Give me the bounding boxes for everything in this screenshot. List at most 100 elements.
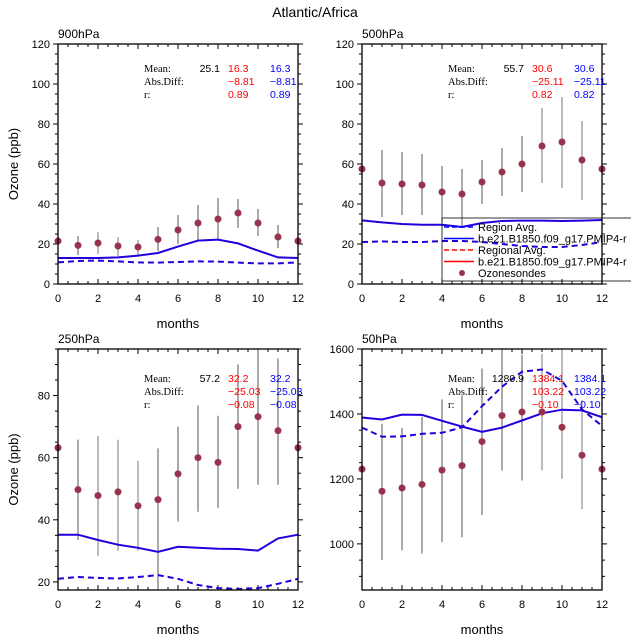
ozonesonde-point <box>478 438 486 446</box>
x-tick-label: 8 <box>215 293 221 305</box>
panel-title: 250hPa <box>58 332 100 346</box>
legend-label: b.e21.B1850.f09_g17.PMIP4-r <box>478 234 627 246</box>
ozonesonde-point <box>214 458 222 466</box>
stats-label: r: <box>144 90 150 101</box>
y-tick-label: 1600 <box>330 344 354 356</box>
ozonesonde-point <box>154 235 162 243</box>
stats-blue-value: 1384.1 <box>574 373 606 385</box>
y-axis-label: Ozone (ppb) <box>6 433 21 505</box>
y-tick-label: 120 <box>336 39 354 51</box>
ozonesonde-point <box>558 138 566 146</box>
y-tick-label: 60 <box>38 453 50 465</box>
x-tick-label: 6 <box>479 599 485 611</box>
ozonesonde-point <box>274 233 282 241</box>
ozonesonde-point <box>74 486 82 494</box>
stats-label: Mean: <box>144 64 171 75</box>
x-tick-label: 0 <box>55 599 61 611</box>
x-tick-label: 8 <box>215 599 221 611</box>
stats-red-value: −0.10 <box>532 399 559 411</box>
stats-label: Mean: <box>448 374 475 385</box>
legend-label: Region Avg. <box>478 222 537 234</box>
y-tick-label: 80 <box>342 119 354 131</box>
ozonesonde-point <box>578 156 586 164</box>
x-axis-label: months <box>157 622 200 637</box>
ozonesonde-point <box>274 427 282 435</box>
stats-red-value: 30.6 <box>532 63 553 75</box>
stats-blue-value: −0.10 <box>574 399 601 411</box>
x-tick-label: 8 <box>519 293 525 305</box>
x-tick-label: 4 <box>135 293 141 305</box>
ozonesonde-point <box>234 423 242 431</box>
stats-label: Abs.Diff: <box>144 77 184 88</box>
ozonesonde-point <box>134 243 142 251</box>
x-tick-label: 2 <box>399 599 405 611</box>
ozonesonde-point <box>438 466 446 474</box>
ozonesonde-point <box>558 423 566 431</box>
x-tick-label: 6 <box>175 599 181 611</box>
y-tick-label: 80 <box>38 391 50 403</box>
stats-label: Abs.Diff: <box>448 387 488 398</box>
stats-label: Mean: <box>448 64 475 75</box>
x-tick-label: 12 <box>596 293 608 305</box>
series-model-line <box>58 238 299 259</box>
ozonesonde-point <box>94 239 102 247</box>
stats-red-value: 16.3 <box>228 63 249 75</box>
series-region-avg-line <box>361 240 603 248</box>
ozonesonde-point <box>458 462 466 470</box>
series-region-avg-line <box>57 259 299 265</box>
ozonesonde-point <box>194 454 202 462</box>
x-tick-label: 6 <box>479 293 485 305</box>
x-axis-label: months <box>157 316 200 331</box>
stats-label: Abs.Diff: <box>144 387 184 398</box>
ozonesonde-point <box>458 190 466 198</box>
ozonesonde-point <box>418 480 426 488</box>
series-model-line <box>361 219 603 229</box>
y-tick-label: 1000 <box>330 539 354 551</box>
x-tick-label: 0 <box>55 293 61 305</box>
y-tick-label: 80 <box>38 119 50 131</box>
stats-label: r: <box>448 90 454 101</box>
ozonesonde-point <box>378 487 386 495</box>
y-tick-label: 100 <box>336 79 354 91</box>
ozonesonde-point <box>538 408 546 416</box>
ozonesonde-point <box>74 241 82 249</box>
ozonesonde-point <box>538 142 546 150</box>
ozonesonde-point <box>174 226 182 234</box>
ozonesonde-point <box>114 242 122 250</box>
legend: Region Avg.b.e21.B1850.f09_g17.PMIP4-rRe… <box>441 217 631 282</box>
plot-frame <box>57 43 299 285</box>
stats-blue-value: 0.82 <box>574 89 595 101</box>
ozonesonde-point <box>578 451 586 459</box>
stats-red-value: −25.03 <box>228 386 261 398</box>
ozonesonde-point <box>518 160 526 168</box>
series-region-avg-line <box>361 368 603 438</box>
y-tick-label: 60 <box>342 159 354 171</box>
panel-title: 500hPa <box>362 27 404 41</box>
stats-label: Abs.Diff: <box>448 77 488 88</box>
stats-red-value: 0.82 <box>532 89 553 101</box>
stats-obs-mean: 25.1 <box>200 63 221 75</box>
y-axis-label: Ozone (ppb) <box>6 128 21 200</box>
ozonesonde-point <box>498 412 506 420</box>
panel-title: 50hPa <box>362 332 397 346</box>
ozonesonde-point <box>154 496 162 504</box>
ozonesonde-point <box>254 219 262 227</box>
ozonesonde-point <box>234 209 242 217</box>
x-tick-label: 4 <box>439 599 445 611</box>
stats-red-value: 0.89 <box>228 89 249 101</box>
y-tick-label: 40 <box>38 515 50 527</box>
stats-blue-value: −25.03 <box>270 386 303 398</box>
y-tick-label: 1400 <box>330 409 354 421</box>
stats-label: r: <box>448 400 454 411</box>
stats-red-value: 32.2 <box>228 373 249 385</box>
ozonesonde-point <box>134 502 142 510</box>
ozonesonde-point <box>398 180 406 188</box>
x-tick-label: 2 <box>399 293 405 305</box>
y-tick-label: 20 <box>38 239 50 251</box>
y-tick-label: 40 <box>38 199 50 211</box>
stats-obs-mean: 55.7 <box>504 63 525 75</box>
figure-title: Atlantic/Africa <box>272 4 358 20</box>
stats-red-value: −8.81 <box>228 76 255 88</box>
stats-blue-value: −25.11 <box>574 76 606 88</box>
